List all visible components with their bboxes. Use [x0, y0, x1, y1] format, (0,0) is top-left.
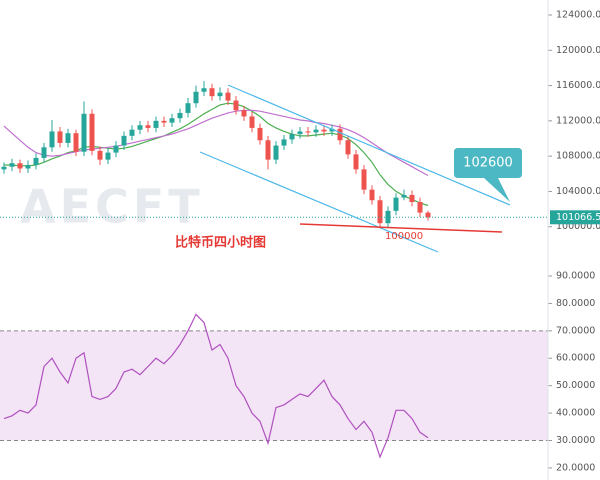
candle-body	[97, 150, 103, 160]
candle-body	[65, 133, 71, 143]
candle-body	[393, 197, 399, 211]
price-pane: 100000.0 104000.0 108000.0 112000.0 116000.0…	[0, 9, 600, 234]
candle-body	[17, 163, 23, 169]
rsi-band	[0, 330, 548, 441]
candle-body	[409, 194, 415, 203]
y-tick-label: 40.0000	[556, 408, 595, 419]
y-tick-label: 30.0000	[556, 435, 595, 446]
support-line	[299, 223, 503, 233]
support-label: 100000	[385, 231, 423, 242]
candle-body	[353, 154, 359, 170]
y-tick-label: 120000.0	[556, 45, 600, 56]
candle-body	[265, 140, 271, 160]
candle-body	[161, 120, 167, 123]
y-tick-label: 60.0000	[556, 353, 595, 364]
candle-body	[249, 116, 255, 128]
candle-body	[417, 202, 423, 213]
candle-body	[241, 110, 247, 117]
candle-body	[209, 88, 215, 97]
candle-body	[369, 189, 375, 201]
candle-body	[1, 166, 7, 170]
chart-caption: 比特币四小时图	[175, 235, 266, 251]
channel-upper	[227, 84, 511, 206]
candle-body	[233, 100, 239, 111]
candle-body	[329, 128, 335, 132]
y-tick-label: 70.0000	[556, 325, 595, 336]
candle-body	[145, 125, 151, 128]
candle-body	[121, 135, 127, 146]
candle-body	[57, 131, 63, 143]
rsi-pane: 20.0000 30.0000 40.0000 50.0000 60.0000 70.00…	[0, 270, 595, 473]
candle-body	[201, 88, 207, 92]
candle-body	[177, 112, 183, 119]
candle-body	[137, 125, 143, 130]
candle-body	[73, 133, 79, 152]
candle-body	[297, 131, 303, 135]
y-tick-label: 116000.0	[556, 80, 600, 91]
candle-body	[113, 145, 119, 153]
candle-body	[305, 131, 311, 133]
candle-body	[89, 113, 95, 151]
candle-body	[185, 103, 191, 113]
callout	[454, 148, 522, 202]
candle-body	[81, 113, 87, 152]
annotations: 102600 100000 比特币四小时图	[175, 84, 522, 253]
candle-body	[105, 152, 111, 160]
candle-body	[225, 92, 231, 101]
y-tick-label: 50.0000	[556, 380, 595, 391]
y-tick-label: 124000.0	[556, 9, 600, 20]
candle-body	[337, 128, 343, 141]
last-price-label: 101066.5	[556, 212, 600, 223]
y-tick-label: 100000.0	[556, 221, 600, 232]
candle-body	[129, 129, 135, 136]
candle-body	[217, 92, 223, 97]
candle-body	[281, 139, 287, 146]
y-tick-label: 20.0000	[556, 462, 595, 473]
candle-body	[9, 163, 15, 167]
candle-body	[25, 164, 31, 169]
callout-label: 102600	[463, 156, 513, 171]
rsi-line	[3, 313, 429, 459]
candle-body	[313, 129, 319, 133]
candle-body	[257, 127, 263, 141]
y-tick-label: 80.0000	[556, 298, 595, 309]
watermark: AECFT	[20, 180, 204, 234]
candle-body	[169, 118, 175, 123]
candle-body	[361, 169, 367, 190]
y-tick-label: 104000.0	[556, 186, 600, 197]
channel-lower	[199, 151, 439, 253]
candle-body	[41, 147, 47, 158]
candle-body	[377, 200, 383, 224]
last-price-tag	[550, 210, 600, 225]
candle-body	[33, 157, 39, 165]
candle-body	[401, 194, 407, 198]
y-tick-label: 108000.0	[556, 151, 600, 162]
candle-body	[321, 129, 327, 132]
candle-body	[193, 91, 199, 104]
candle-body	[49, 131, 55, 148]
moving-average	[3, 109, 429, 177]
candle-body	[289, 134, 295, 140]
candle-body	[273, 145, 279, 160]
y-tick-label: 90.0000	[556, 270, 595, 281]
candle-body	[153, 120, 159, 128]
candle-body	[425, 212, 431, 218]
y-tick-label: 112000.0	[556, 115, 600, 126]
candle-body	[345, 140, 351, 155]
